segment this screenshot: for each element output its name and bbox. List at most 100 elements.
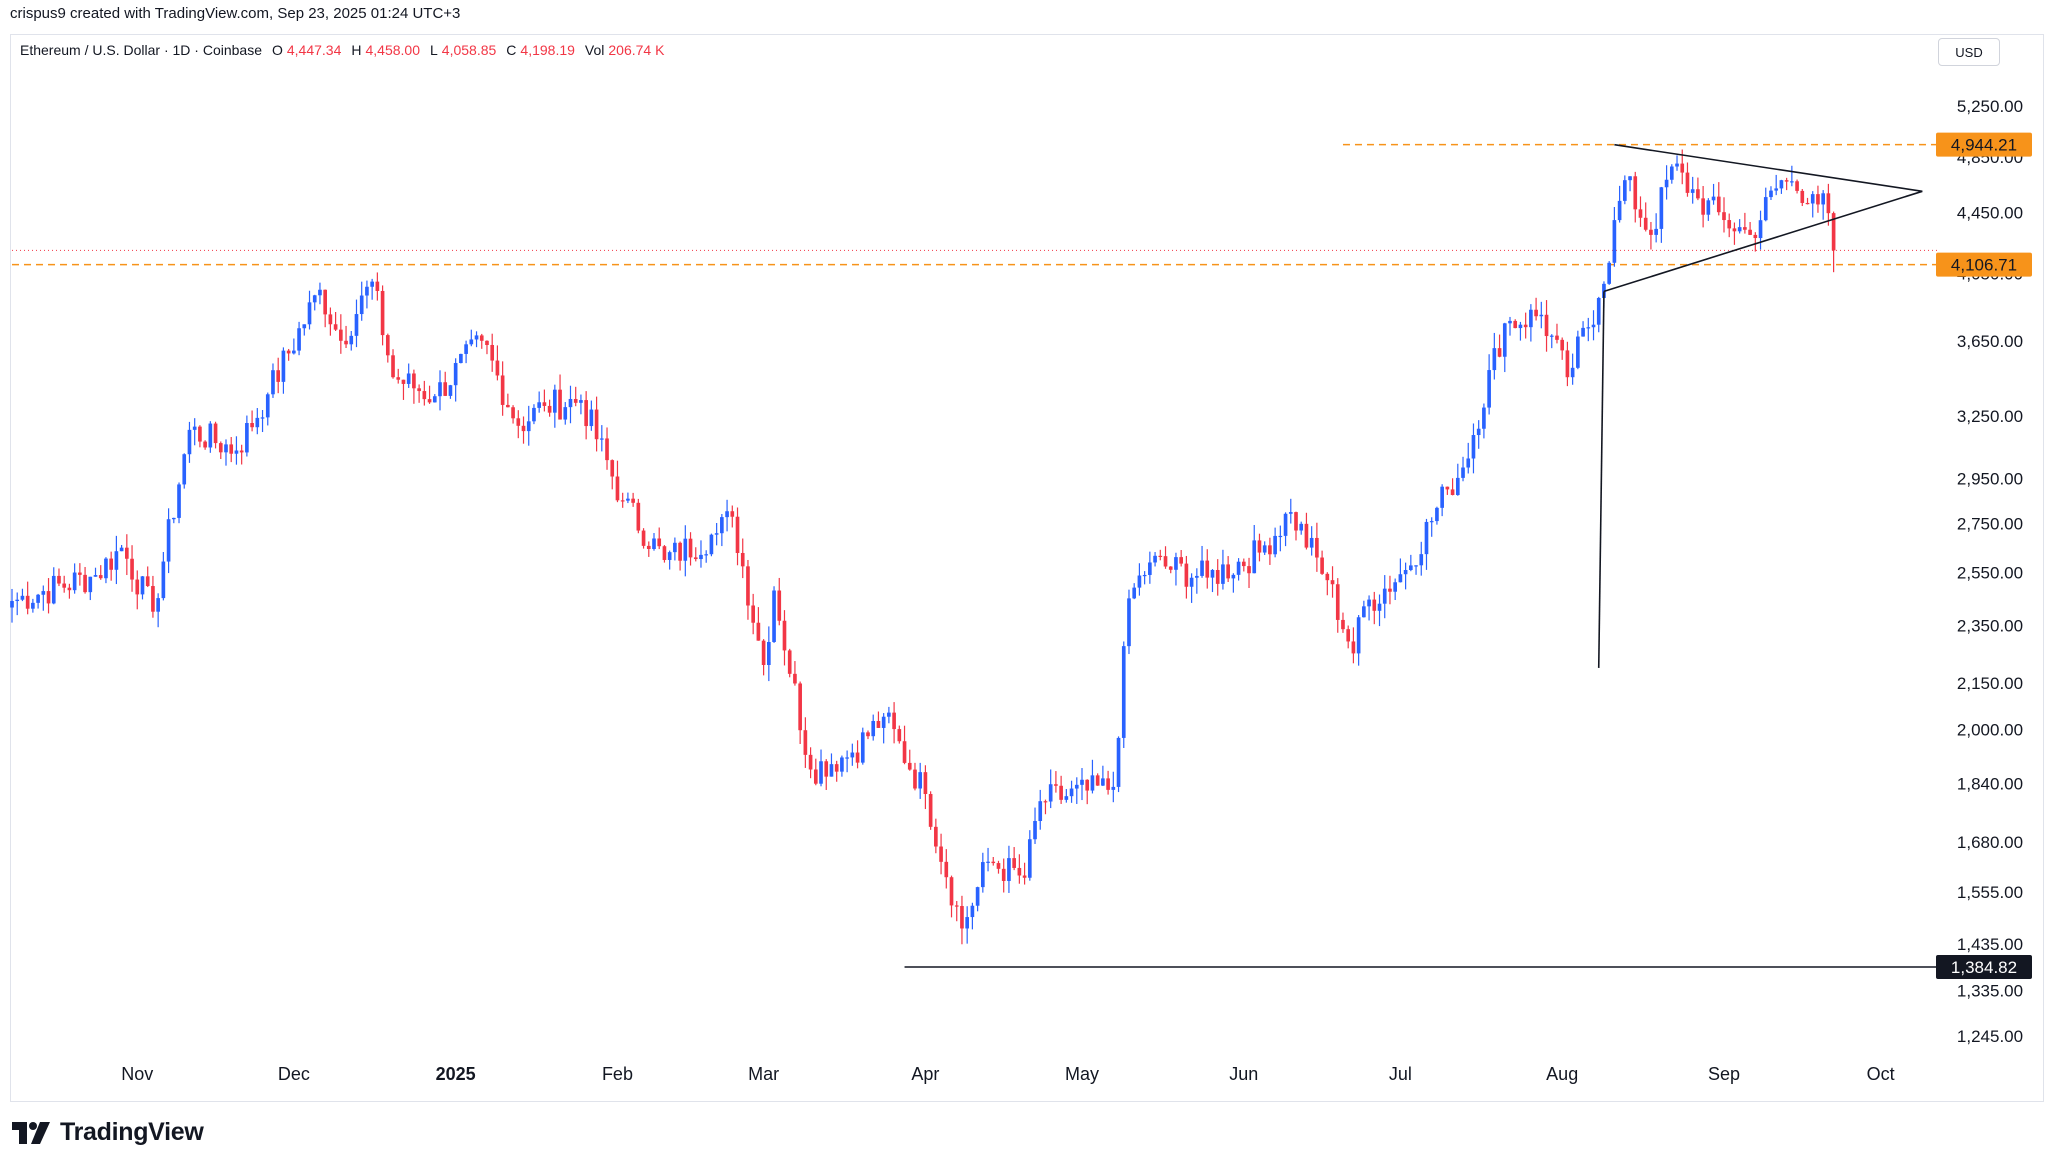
candle-body [819,761,823,784]
candle-body [589,409,594,427]
candle-body [260,417,265,419]
candle-body [746,566,750,606]
candle-body [1012,858,1016,868]
candle-body [1085,779,1090,791]
candle-body [203,441,207,448]
time-axis-label: Sep [1708,1064,1740,1084]
candle-body [307,302,312,325]
tradingview-logo-icon [12,1121,50,1144]
tradingview-logo[interactable]: TradingView [12,1118,204,1147]
candle-body [328,314,333,325]
candle-body [542,402,547,406]
candle-body [709,534,714,555]
candle-body [1179,557,1183,564]
candle-body [740,552,745,567]
candle-body [339,329,343,341]
candle-body [954,905,959,907]
candle-body [1236,561,1241,575]
candle-body [265,394,270,418]
candle-body [907,762,912,770]
symbol-name[interactable]: Ethereum / U.S. Dollar · 1D · Coinbase [20,42,262,58]
candle-body [490,344,495,361]
candle-body [1758,220,1763,239]
candle-body [1158,555,1163,558]
candle-body [1268,545,1272,555]
candle-body [944,861,949,878]
candle-body [667,552,672,560]
time-axis-label: Mar [748,1064,779,1084]
candle-body [991,861,996,864]
candle-body [646,545,651,549]
open-value: 4,447.34 [286,42,342,58]
candle-body [714,533,719,535]
candle-body [787,650,792,674]
candle-body [391,355,395,378]
candle-body [1414,565,1418,567]
candle-body [834,764,839,772]
price-tag: 4,944.21 [1936,132,2032,157]
candle-body [161,561,166,599]
candle-body [824,761,829,777]
candle-body [135,579,140,595]
high-value: 4,458.00 [365,42,421,58]
candle-body [297,328,301,351]
candle-body [1315,537,1319,558]
candle-body [286,350,291,354]
candle-body [516,418,521,426]
candle-body [1502,323,1507,357]
candle-body [349,335,354,345]
candle-body [1487,370,1491,408]
candle-body [422,391,427,400]
candle-body [1659,187,1664,229]
price-tag-label: 1,384.82 [1951,958,2017,977]
candle-body [318,289,322,296]
candle-body [344,340,348,345]
candle-body [1377,603,1382,611]
candle-body [250,423,254,428]
candle-body [631,498,635,503]
candle-body [1795,181,1799,191]
candle-body [652,538,656,549]
candle-body [234,450,239,454]
candle-body [1722,212,1726,221]
candle-body [1247,566,1251,574]
volume-value: 206.74 K [608,42,665,58]
candle-body [553,389,557,413]
candle-body [1074,784,1079,789]
candle-body [892,712,896,730]
candle-body [970,905,975,918]
candle-body [1132,587,1137,599]
candle-body [537,402,541,408]
candle-body [187,429,192,455]
candle-body [1539,314,1544,317]
candle-body [1356,617,1361,654]
candle-body [1189,577,1194,587]
candle-body [1617,200,1622,221]
candle-body [1555,335,1559,340]
candle-body [1121,646,1126,738]
volume-label: Vol [584,42,605,58]
candle-body [1675,163,1679,167]
candle-body [114,551,119,570]
candle-body [229,444,234,454]
candle-body [558,389,562,420]
candle-body [1435,507,1439,522]
close-label: C [506,42,517,58]
candle-body [1784,180,1789,182]
candle-body [1163,556,1168,567]
price-axis-label: 1,335.00 [1957,982,2023,1001]
candle-body [928,794,933,827]
candle-body [1596,297,1601,325]
candle-body [375,281,380,291]
candle-body [860,732,865,763]
candle-body [1362,606,1366,618]
candle-body [1262,545,1267,553]
price-axis-label: 2,950.00 [1957,469,2023,488]
candle-body [1069,788,1074,797]
price-axis-label: 2,750.00 [1957,515,2023,534]
candle-body [67,587,72,591]
candle-body [1398,574,1403,583]
currency-button[interactable]: USD [1938,38,2000,66]
candle-body [1127,598,1131,647]
